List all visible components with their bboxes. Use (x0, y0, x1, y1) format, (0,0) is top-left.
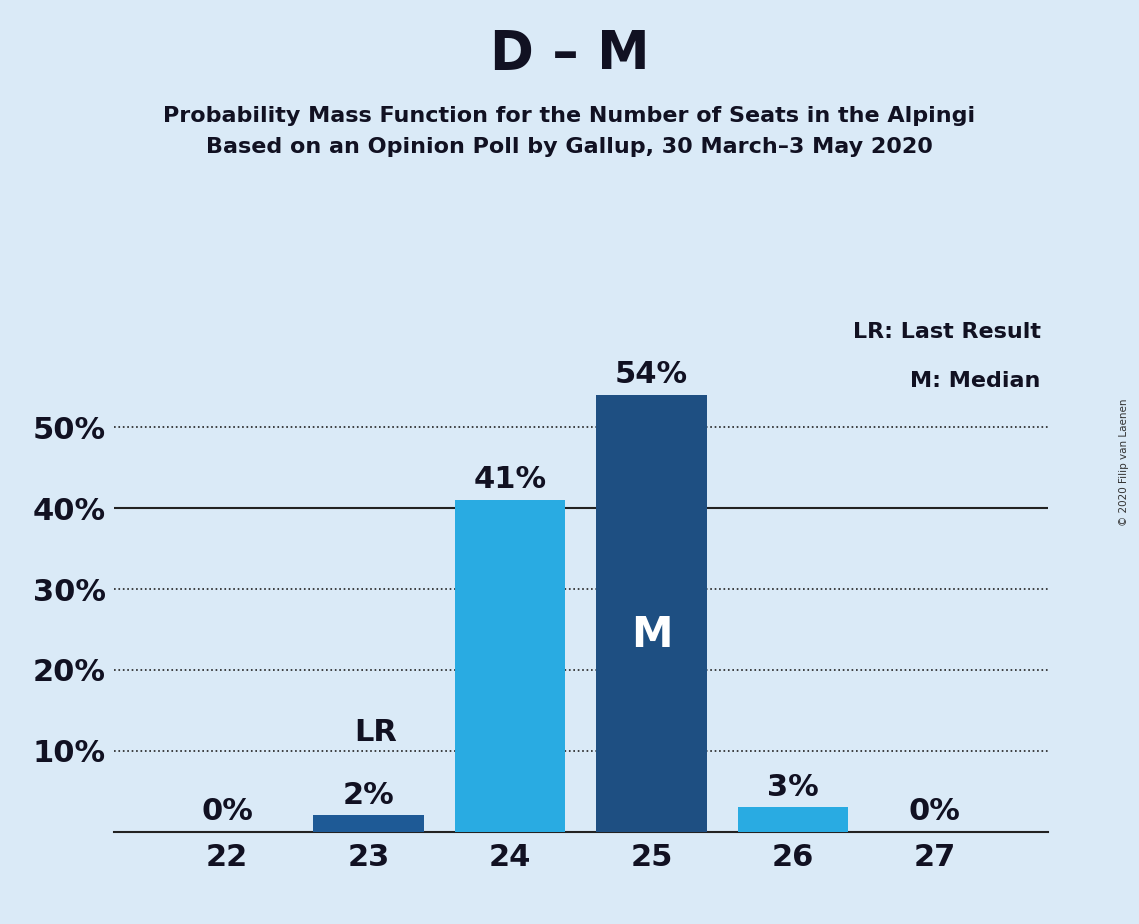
Bar (454, 500, 565, 832)
Text: 3%: 3% (768, 772, 819, 802)
Text: D – M: D – M (490, 28, 649, 79)
Text: M: M (631, 614, 672, 656)
Text: 2%: 2% (343, 781, 394, 809)
Text: Probability Mass Function for the Number of Seats in the Alpingi: Probability Mass Function for the Number… (163, 106, 976, 127)
Text: 0%: 0% (909, 796, 960, 826)
Bar (597, 395, 707, 832)
Text: © 2020 Filip van Laenen: © 2020 Filip van Laenen (1120, 398, 1129, 526)
Text: 41%: 41% (474, 466, 547, 494)
Text: LR: LR (354, 718, 398, 747)
Text: 0%: 0% (202, 796, 253, 826)
Text: M: Median: M: Median (910, 371, 1041, 391)
Text: LR: Last Result: LR: Last Result (853, 322, 1041, 342)
Bar (313, 815, 424, 832)
Text: Based on an Opinion Poll by Gallup, 30 March–3 May 2020: Based on an Opinion Poll by Gallup, 30 M… (206, 137, 933, 157)
Text: 54%: 54% (615, 360, 688, 389)
Bar (738, 808, 849, 832)
